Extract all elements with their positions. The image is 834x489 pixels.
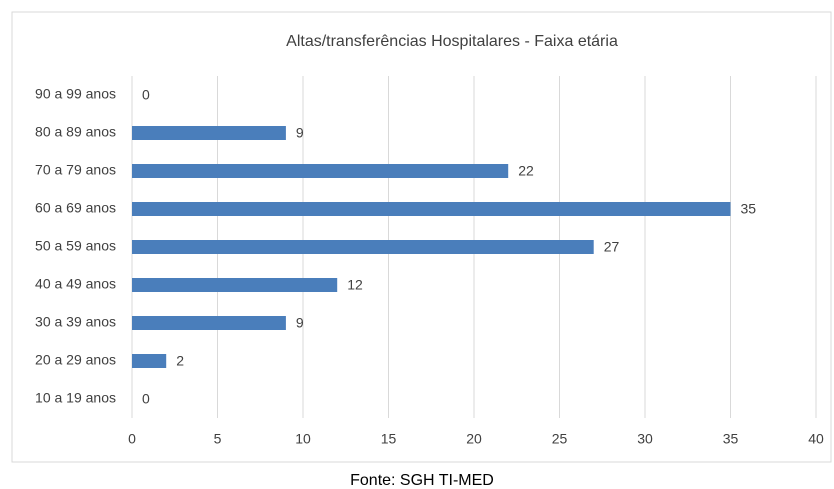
bar: [132, 164, 509, 178]
value-label: 0: [142, 391, 150, 407]
y-tick-label: 10 a 19 anos: [35, 390, 116, 406]
value-label: 12: [347, 277, 363, 293]
x-tick-label: 10: [295, 431, 311, 447]
value-label: 35: [741, 201, 757, 217]
y-tick-label: 50 a 59 anos: [35, 238, 116, 254]
x-tick-label: 40: [808, 431, 824, 447]
bar: [132, 126, 286, 140]
bar: [132, 278, 338, 292]
x-tick-label: 0: [128, 431, 136, 447]
y-tick-label: 60 a 69 anos: [35, 200, 116, 216]
chart-frame: [11, 11, 832, 463]
x-tick-label: 20: [466, 431, 482, 447]
x-tick-label: 35: [723, 431, 739, 447]
chart-title: Altas/transferências Hospitalares - Faix…: [286, 33, 618, 50]
value-label: 22: [518, 163, 534, 179]
x-tick-label: 25: [552, 431, 568, 447]
x-tick-label: 30: [637, 431, 653, 447]
y-tick-label: 30 a 39 anos: [35, 314, 116, 330]
x-tick-label: 5: [214, 431, 222, 447]
y-tick-label: 70 a 79 anos: [35, 162, 116, 178]
y-tick-label: 40 a 49 anos: [35, 276, 116, 292]
bar: [132, 202, 731, 216]
value-label: 27: [604, 239, 620, 255]
y-tick-label: 20 a 29 anos: [35, 352, 116, 368]
value-label: 9: [296, 125, 304, 141]
y-tick-label: 90 a 99 anos: [35, 86, 116, 102]
x-tick-label: 15: [381, 431, 397, 447]
value-label: 0: [142, 87, 150, 103]
y-tick-label: 80 a 89 anos: [35, 124, 116, 140]
bar: [132, 240, 594, 254]
bar: [132, 316, 286, 330]
bar: [132, 354, 167, 368]
source: Fonte: SGH TI-MED: [350, 472, 494, 489]
value-label: 9: [296, 315, 304, 331]
value-label: 2: [176, 353, 184, 369]
